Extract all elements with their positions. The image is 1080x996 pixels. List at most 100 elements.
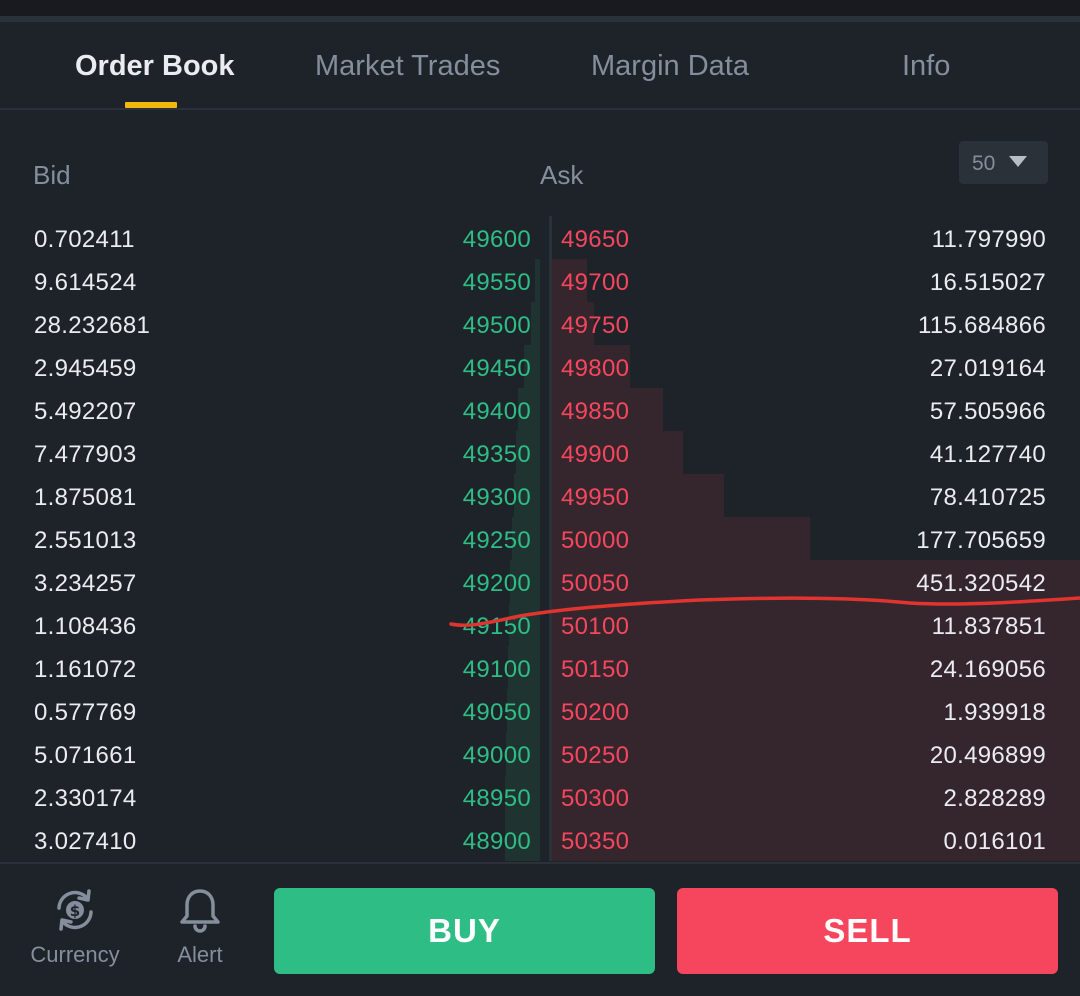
svg-text:$: $ xyxy=(70,902,80,920)
order-row: 0.577769 49050 50200 1.939918 xyxy=(0,689,1080,732)
ask-quantity[interactable]: 0.016101 xyxy=(943,828,1046,855)
ask-quantity[interactable]: 41.127740 xyxy=(929,441,1046,468)
bid-quantity[interactable]: 7.477903 xyxy=(34,441,137,468)
bid-quantity[interactable]: 5.071661 xyxy=(34,742,137,769)
ask-depth-bar xyxy=(552,560,1080,603)
bid-quantity[interactable]: 3.027410 xyxy=(34,828,137,855)
ask-price[interactable]: 49900 xyxy=(561,441,630,468)
tab-info[interactable]: Info xyxy=(902,50,951,82)
ask-quantity[interactable]: 57.505966 xyxy=(929,398,1046,425)
bid-price[interactable]: 49250 xyxy=(462,527,531,554)
bid-price[interactable]: 49150 xyxy=(462,613,531,640)
tab-market-trades[interactable]: Market Trades xyxy=(315,50,501,82)
ask-depth-bar xyxy=(552,818,1080,861)
bid-price[interactable]: 49400 xyxy=(462,398,531,425)
bid-price[interactable]: 49050 xyxy=(462,699,531,726)
ask-depth-bar xyxy=(552,474,724,517)
caret-down-icon xyxy=(1009,156,1027,167)
ask-price[interactable]: 49700 xyxy=(561,269,630,296)
buy-button[interactable]: BUY xyxy=(274,888,655,974)
ask-price[interactable]: 50300 xyxy=(561,785,630,812)
ask-price[interactable]: 50050 xyxy=(561,570,630,597)
bid-price[interactable]: 49300 xyxy=(462,484,531,511)
ask-quantity[interactable]: 27.019164 xyxy=(929,355,1046,382)
bid-price[interactable]: 48950 xyxy=(462,785,531,812)
order-row: 1.875081 49300 49950 78.410725 xyxy=(0,474,1080,517)
bid-quantity[interactable]: 5.492207 xyxy=(34,398,137,425)
bid-depth-bar xyxy=(508,646,540,689)
bid-price[interactable]: 49550 xyxy=(462,269,531,296)
ask-price[interactable]: 50150 xyxy=(561,656,630,683)
bid-depth-bar xyxy=(516,431,540,474)
ask-depth-bar xyxy=(552,259,587,302)
sell-button[interactable]: SELL xyxy=(677,888,1058,974)
bid-header: Bid xyxy=(33,160,71,190)
bell-icon xyxy=(180,889,220,933)
order-row: 3.027410 48900 50350 0.016101 xyxy=(0,818,1080,861)
order-row: 0.702411 49600 49650 11.797990 xyxy=(0,216,1080,259)
currency-button[interactable]: $ Currency xyxy=(25,886,125,968)
bid-quantity[interactable]: 2.551013 xyxy=(34,527,137,554)
bid-quantity[interactable]: 3.234257 xyxy=(34,570,137,597)
bid-price[interactable]: 49000 xyxy=(462,742,531,769)
bid-quantity[interactable]: 0.702411 xyxy=(34,226,135,253)
ask-quantity[interactable]: 20.496899 xyxy=(929,742,1046,769)
bid-price[interactable]: 49350 xyxy=(462,441,531,468)
bid-depth-bar xyxy=(512,517,540,560)
ask-price[interactable]: 49850 xyxy=(561,398,630,425)
ask-quantity[interactable]: 11.837851 xyxy=(931,613,1046,640)
ask-price[interactable]: 50350 xyxy=(561,828,630,855)
bid-price[interactable]: 49100 xyxy=(462,656,531,683)
bid-depth-bar xyxy=(535,259,540,302)
bid-price[interactable]: 49450 xyxy=(462,355,531,382)
ask-price[interactable]: 49650 xyxy=(561,226,630,253)
ask-price[interactable]: 50200 xyxy=(561,699,630,726)
order-row: 3.234257 49200 50050 451.320542 xyxy=(0,560,1080,603)
ask-quantity[interactable]: 2.828289 xyxy=(943,785,1046,812)
bid-depth-bar xyxy=(507,689,540,732)
bid-price[interactable]: 49500 xyxy=(462,312,531,339)
ask-quantity[interactable]: 177.705659 xyxy=(916,527,1046,554)
ask-price[interactable]: 49800 xyxy=(561,355,630,382)
bid-depth-bar xyxy=(524,345,540,388)
ask-quantity[interactable]: 78.410725 xyxy=(929,484,1046,511)
ask-price[interactable]: 50100 xyxy=(561,613,630,640)
currency-label: Currency xyxy=(30,942,120,967)
bid-price[interactable]: 49600 xyxy=(462,226,531,253)
ask-price[interactable]: 49750 xyxy=(561,312,630,339)
ask-quantity[interactable]: 24.169056 xyxy=(929,656,1046,683)
ask-quantity[interactable]: 115.684866 xyxy=(917,312,1046,339)
order-book: 0.702411 49600 49650 11.797990 9.614524 … xyxy=(0,216,1080,861)
order-row: 9.614524 49550 49700 16.515027 xyxy=(0,259,1080,302)
ask-depth-bar xyxy=(552,646,1080,689)
bid-quantity[interactable]: 28.232681 xyxy=(34,312,151,339)
order-row: 2.945459 49450 49800 27.019164 xyxy=(0,345,1080,388)
bid-quantity[interactable]: 2.330174 xyxy=(34,785,137,812)
bid-depth-bar xyxy=(518,388,540,431)
order-row: 1.108436 49150 50100 11.837851 xyxy=(0,603,1080,646)
ask-quantity[interactable]: 16.515027 xyxy=(929,269,1046,296)
bid-quantity[interactable]: 1.875081 xyxy=(34,484,137,511)
bid-quantity[interactable]: 1.108436 xyxy=(34,613,137,640)
ask-quantity[interactable]: 451.320542 xyxy=(916,570,1046,597)
bid-price[interactable]: 49200 xyxy=(462,570,531,597)
ask-quantity[interactable]: 11.797990 xyxy=(931,226,1046,253)
tab-order-book[interactable]: Order Book xyxy=(75,50,235,82)
tab-margin-data[interactable]: Margin Data xyxy=(591,50,749,82)
ask-depth-bar xyxy=(552,302,594,345)
bid-quantity[interactable]: 0.577769 xyxy=(34,699,137,726)
ask-price[interactable]: 49950 xyxy=(561,484,630,511)
ask-depth-bar xyxy=(552,775,1080,818)
depth-dropdown[interactable]: 50 xyxy=(959,141,1048,184)
ask-price[interactable]: 50000 xyxy=(561,527,630,554)
top-divider xyxy=(0,16,1080,22)
ask-price[interactable]: 50250 xyxy=(561,742,630,769)
bid-quantity[interactable]: 1.161072 xyxy=(34,656,137,683)
bid-quantity[interactable]: 9.614524 xyxy=(34,269,137,296)
ask-depth-bar xyxy=(552,517,810,560)
bottom-action-bar: $ Currency Alert BUY SELL xyxy=(0,862,1080,996)
ask-quantity[interactable]: 1.939918 xyxy=(943,699,1046,726)
bid-price[interactable]: 48900 xyxy=(462,828,531,855)
alert-button[interactable]: Alert xyxy=(150,886,250,968)
bid-quantity[interactable]: 2.945459 xyxy=(34,355,137,382)
